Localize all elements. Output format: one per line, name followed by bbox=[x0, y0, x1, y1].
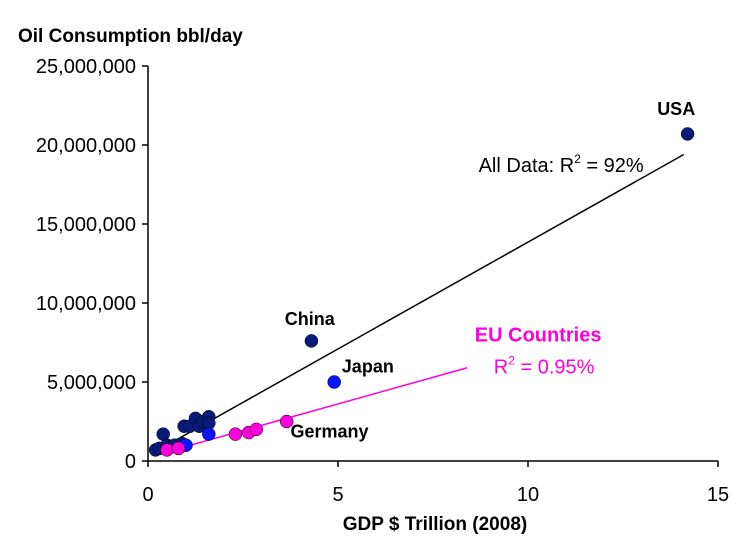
annotation-china: China bbox=[285, 309, 336, 329]
data-point-eu-countries bbox=[171, 441, 186, 456]
annotation-germany: Germany bbox=[291, 421, 369, 441]
x-tick-label: 0 bbox=[142, 484, 153, 506]
annotation-usa: USA bbox=[657, 99, 695, 119]
annotations: USA China Japan Germany All Data: R2 = 92% EU… bbox=[285, 99, 695, 441]
data-point-eu-countries bbox=[160, 443, 174, 457]
annotation-r: R2 = 0.95% bbox=[494, 353, 595, 378]
trendline-all-data bbox=[155, 153, 685, 453]
annotation-all-data-r: All Data: R2 = 92% bbox=[479, 152, 644, 177]
y-tick-label: 10,000,000 bbox=[36, 293, 136, 315]
annotation-japan: Japan bbox=[342, 357, 394, 377]
data-points bbox=[148, 127, 695, 457]
trendlines bbox=[155, 153, 685, 455]
data-point-other bbox=[202, 427, 216, 441]
chart-title: Oil Consumption bbl/day bbox=[18, 26, 243, 47]
y-tick-label: 20,000,000 bbox=[36, 135, 136, 157]
data-point-eu-countries bbox=[279, 414, 294, 429]
y-tick-label: 25,000,000 bbox=[36, 56, 136, 78]
y-tick-label: 15,000,000 bbox=[36, 214, 136, 236]
axes: 0 5,000,000 10,000,000 15,000,000 20,000,000… bbox=[36, 56, 729, 506]
annotation-eu-countries: EU Countries bbox=[475, 325, 602, 347]
data-point-eu-countries bbox=[228, 427, 243, 441]
x-axis-label: GDP $ Trillion (2008) bbox=[343, 514, 527, 535]
x-tick-label: 10 bbox=[517, 484, 539, 506]
data-point-all-data bbox=[680, 127, 695, 141]
data-point-all-data bbox=[304, 334, 319, 348]
data-point-other bbox=[327, 375, 341, 389]
x-tick-label: 15 bbox=[707, 484, 729, 506]
x-tick-label: 5 bbox=[332, 484, 343, 506]
data-point-eu-countries bbox=[249, 422, 264, 437]
y-tick-label: 5,000,000 bbox=[47, 372, 136, 394]
y-tick-label: 0 bbox=[125, 451, 136, 473]
